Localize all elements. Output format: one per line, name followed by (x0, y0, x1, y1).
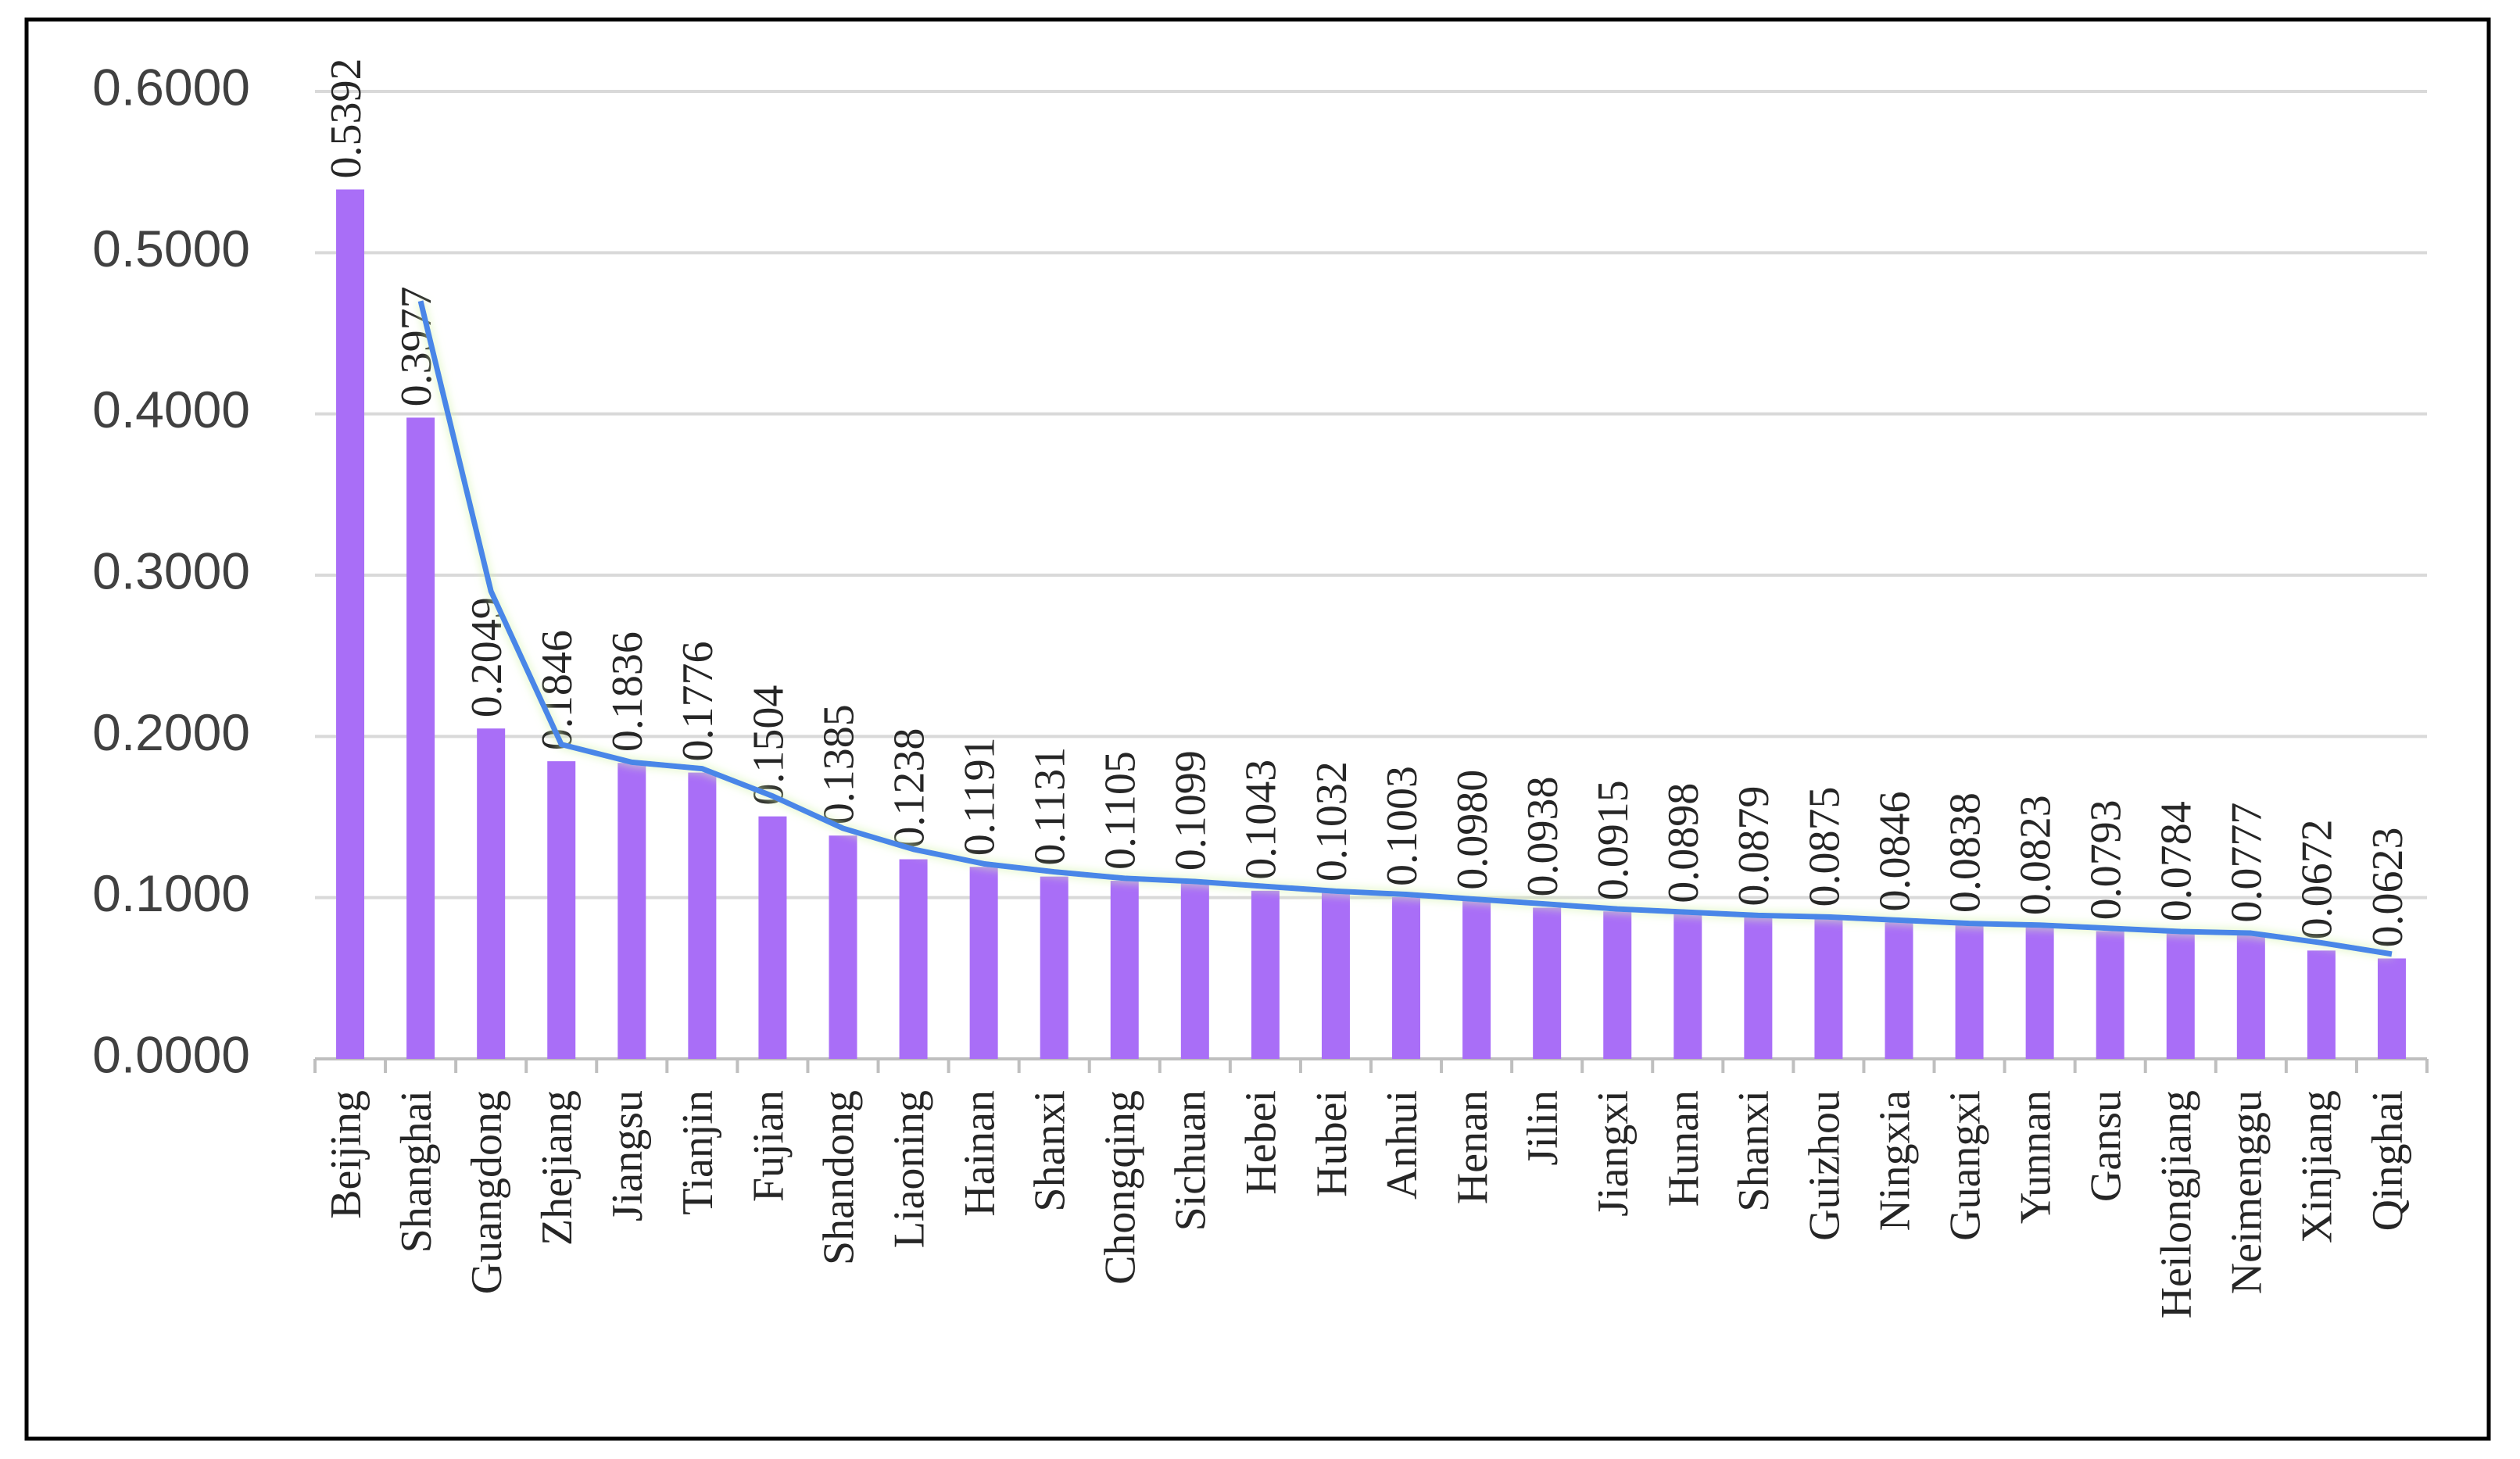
bar (1603, 911, 1632, 1059)
value-label: 0.1836 (603, 631, 652, 752)
bar (406, 417, 435, 1059)
bar (336, 189, 365, 1059)
x-tick-label: Hebei (1237, 1090, 1286, 1195)
bar (688, 772, 717, 1059)
x-tick-label: Jiangxi (1589, 1090, 1638, 1217)
x-tick-label: Shanghai (392, 1090, 441, 1253)
bar (1321, 892, 1350, 1059)
x-tick-label: Fujian (744, 1090, 793, 1202)
x-tick-label: Guizhou (1800, 1090, 1849, 1241)
x-tick-label: Anhui (1378, 1090, 1426, 1200)
bar (829, 835, 857, 1059)
x-tick-label: Jilin (1519, 1090, 1567, 1165)
x-tick-label: Heilongjiang (2153, 1090, 2201, 1318)
x-tick-label: Zhejiang (533, 1090, 582, 1246)
x-tick-label: Hubei (1308, 1090, 1356, 1197)
value-label: 0.1032 (1308, 761, 1356, 881)
bar (1744, 917, 1773, 1059)
bar (547, 761, 576, 1059)
x-tick-label: Neimenggu (2223, 1090, 2271, 1294)
bar (969, 867, 998, 1059)
x-tick-label: Beijing (322, 1090, 370, 1219)
value-label: 0.0777 (2223, 803, 2271, 923)
value-label: 0.1043 (1237, 760, 1286, 880)
bar (1885, 922, 1913, 1059)
value-label: 0.0879 (1730, 786, 1778, 907)
x-tick-label: Guangxi (1941, 1090, 1989, 1241)
bar (1673, 914, 1702, 1059)
frame (24, 17, 2491, 1441)
x-tick-label: Liaoning (885, 1090, 933, 1248)
x-tick-label: Ningxia (1870, 1090, 1919, 1232)
trend-line (417, 300, 2393, 957)
x-tick-label: Jiangsu (603, 1090, 652, 1221)
bar (1251, 890, 1280, 1059)
y-tick-label: 0.6000 (92, 58, 250, 116)
bar (617, 763, 646, 1059)
value-label: 0.1776 (674, 642, 722, 762)
bar (1040, 876, 1068, 1059)
bar (2166, 932, 2195, 1059)
value-label: 0.1099 (1167, 750, 1215, 871)
value-label: 0.0823 (2011, 795, 2060, 915)
bar (2236, 933, 2265, 1059)
bar (758, 816, 787, 1059)
x-tick-label: Hainan (955, 1090, 1004, 1217)
value-label: 0.5392 (322, 58, 370, 178)
y-tick-label: 0.0000 (92, 1025, 250, 1083)
value-label: 0.1238 (885, 728, 933, 849)
value-label: 0.0915 (1589, 780, 1638, 900)
x-tick-label: Chongqing (1097, 1090, 1145, 1285)
x-tick-label: Shandong (814, 1090, 863, 1265)
value-label: 0.0623 (2364, 827, 2412, 947)
bar (1814, 917, 1843, 1059)
value-label: 0.0838 (1941, 792, 1989, 913)
x-tick-label: Hunan (1659, 1090, 1708, 1207)
value-label: 0.0875 (1800, 786, 1849, 907)
value-label: 0.1105 (1097, 751, 1145, 870)
bar (2377, 958, 2406, 1059)
x-tick-label: Xinjiang (2293, 1090, 2342, 1243)
y-tick-label: 0.4000 (92, 381, 250, 438)
value-label: 0.1191 (955, 737, 1004, 856)
value-label: 0.0793 (2082, 799, 2131, 920)
value-label: 0.0938 (1519, 776, 1567, 896)
value-label: 0.0672 (2293, 819, 2342, 939)
x-tick-label: Henan (1448, 1090, 1497, 1204)
value-label: 0.1131 (1026, 747, 1075, 866)
bar (1180, 881, 1209, 1059)
bar (1533, 907, 1562, 1059)
value-label: 0.0784 (2153, 801, 2201, 921)
bar (2096, 931, 2124, 1059)
y-tick-label: 0.1000 (92, 864, 250, 922)
x-tick-label: Sichuan (1167, 1090, 1215, 1231)
y-tick-label: 0.2000 (92, 703, 250, 761)
x-tick-label: Gansu (2082, 1090, 2131, 1202)
x-tick-label: Yunnan (2011, 1090, 2060, 1224)
bar (1462, 900, 1491, 1059)
bar (899, 859, 928, 1059)
value-label: 0.0846 (1870, 791, 1919, 911)
bar (2307, 950, 2336, 1059)
y-tick-label: 0.3000 (92, 542, 250, 599)
x-tick-label: Shanxi (1730, 1090, 1778, 1212)
value-label: 0.0898 (1659, 783, 1708, 903)
bar (1392, 897, 1421, 1059)
x-tick-label: Shanxi (1026, 1090, 1075, 1212)
value-label: 0.1003 (1378, 766, 1426, 886)
bar (1955, 924, 1984, 1059)
x-tick-label: Qinghai (2364, 1090, 2412, 1231)
x-tick-label: Tianjin (674, 1090, 722, 1215)
bar (1110, 881, 1139, 1059)
value-label: 0.1385 (814, 704, 863, 824)
y-tick-label: 0.5000 (92, 220, 250, 277)
value-label: 0.0980 (1448, 770, 1497, 890)
x-tick-label: Guangdong (463, 1090, 511, 1294)
bar (477, 728, 506, 1059)
bar (2025, 926, 2054, 1059)
